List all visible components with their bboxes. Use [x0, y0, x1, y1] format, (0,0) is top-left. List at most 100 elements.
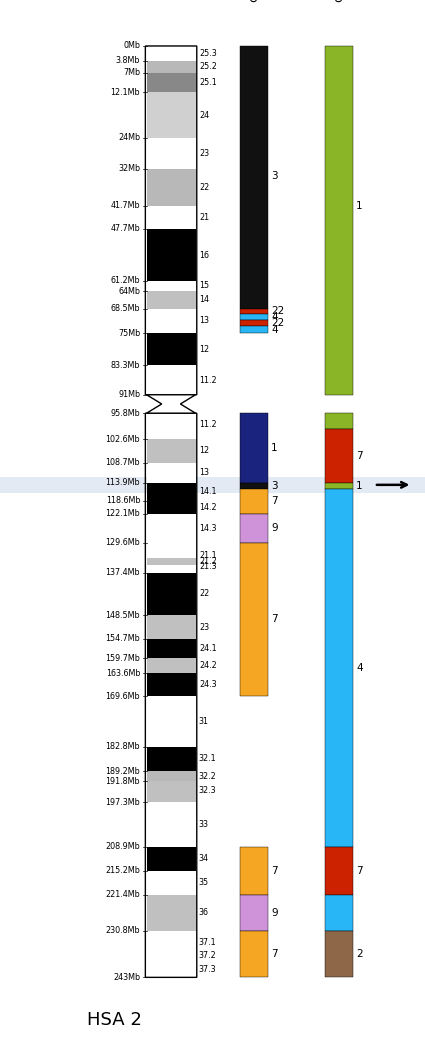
Text: 37.1: 37.1 — [199, 938, 216, 946]
Text: 24.3: 24.3 — [199, 680, 216, 689]
Text: 12: 12 — [199, 447, 209, 455]
Text: 7: 7 — [271, 614, 278, 624]
Text: 24.2: 24.2 — [199, 661, 217, 670]
Text: 7Mb: 7Mb — [123, 69, 140, 77]
Text: 16: 16 — [199, 251, 209, 260]
Text: 36: 36 — [199, 909, 209, 917]
Text: 25.1: 25.1 — [199, 78, 217, 87]
Text: 4: 4 — [271, 312, 278, 323]
Text: 25.2: 25.2 — [199, 62, 217, 72]
Bar — [147, 871, 196, 895]
Text: 148.5Mb: 148.5Mb — [106, 610, 140, 620]
Text: 22: 22 — [271, 307, 284, 316]
Text: chicken: chicken — [247, 0, 261, 2]
Bar — [240, 846, 268, 895]
Text: 22: 22 — [199, 182, 209, 192]
Text: 191.8Mb: 191.8Mb — [106, 777, 140, 785]
Text: 32.2: 32.2 — [199, 772, 217, 781]
Text: 31: 31 — [199, 717, 209, 726]
Text: 13: 13 — [199, 468, 209, 477]
Text: 189.2Mb: 189.2Mb — [105, 766, 140, 776]
Bar — [325, 483, 353, 489]
Bar — [147, 658, 196, 674]
Bar — [0, 477, 425, 492]
Bar — [240, 931, 268, 977]
Text: 118.6Mb: 118.6Mb — [106, 496, 140, 505]
Bar — [147, 280, 196, 291]
Text: 154.7Mb: 154.7Mb — [105, 635, 140, 643]
Text: 61.2Mb: 61.2Mb — [110, 276, 140, 285]
Bar — [147, 514, 196, 543]
Text: 137.4Mb: 137.4Mb — [106, 568, 140, 578]
Text: 41.7Mb: 41.7Mb — [110, 201, 140, 211]
Bar — [147, 463, 196, 483]
Bar — [147, 229, 196, 280]
Text: 23: 23 — [199, 149, 209, 158]
Text: 215.2Mb: 215.2Mb — [105, 866, 140, 875]
Text: 159.7Mb: 159.7Mb — [105, 653, 140, 663]
Bar — [240, 320, 268, 326]
Text: 25.3: 25.3 — [199, 48, 217, 58]
Text: 24.1: 24.1 — [199, 644, 216, 653]
Text: 122.1Mb: 122.1Mb — [105, 509, 140, 519]
Bar — [325, 413, 353, 429]
Text: 23: 23 — [199, 623, 209, 631]
Bar — [147, 572, 196, 616]
Text: 22: 22 — [199, 589, 209, 599]
Bar — [240, 514, 268, 543]
Bar — [147, 696, 196, 746]
Text: 47.7Mb: 47.7Mb — [110, 225, 140, 233]
Text: 0Mb: 0Mb — [123, 41, 140, 51]
Bar — [240, 326, 268, 333]
Text: 83.3Mb: 83.3Mb — [111, 360, 140, 370]
Bar — [147, 543, 196, 558]
Text: 7: 7 — [356, 451, 363, 461]
Bar — [147, 846, 196, 871]
Text: 37.3: 37.3 — [199, 965, 216, 974]
Text: 21.3: 21.3 — [199, 562, 216, 571]
Bar — [147, 931, 196, 977]
Text: HSA 2: HSA 2 — [87, 1011, 142, 1029]
Text: 7: 7 — [271, 496, 278, 506]
Bar — [240, 314, 268, 320]
Bar — [147, 60, 196, 73]
Text: 3: 3 — [271, 481, 278, 490]
Bar — [147, 772, 196, 781]
Text: 113.9Mb: 113.9Mb — [106, 479, 140, 487]
Polygon shape — [147, 395, 196, 413]
Text: 68.5Mb: 68.5Mb — [110, 304, 140, 313]
Text: 11.2: 11.2 — [199, 419, 216, 429]
Text: 75Mb: 75Mb — [118, 329, 140, 338]
Text: 7: 7 — [271, 865, 278, 876]
Bar — [240, 309, 268, 314]
Bar — [325, 931, 353, 977]
Text: 129.6Mb: 129.6Mb — [105, 539, 140, 547]
Bar — [325, 429, 353, 483]
Text: 24Mb: 24Mb — [118, 134, 140, 142]
Text: 4: 4 — [356, 663, 363, 672]
Text: 3.8Mb: 3.8Mb — [116, 56, 140, 65]
Bar — [147, 440, 196, 463]
Text: 11.2: 11.2 — [199, 375, 216, 385]
Bar — [147, 781, 196, 802]
Text: 4: 4 — [271, 325, 278, 334]
Text: 95.8Mb: 95.8Mb — [110, 409, 140, 417]
Text: 14.2: 14.2 — [199, 503, 216, 512]
Text: 1: 1 — [271, 443, 278, 453]
Text: 2: 2 — [356, 949, 363, 959]
Bar — [147, 93, 196, 138]
Bar — [325, 489, 353, 846]
Text: 9: 9 — [271, 524, 278, 533]
Bar — [147, 333, 196, 366]
Text: 64Mb: 64Mb — [118, 287, 140, 296]
Text: opossum: opossum — [332, 0, 346, 2]
Text: 21: 21 — [199, 213, 209, 221]
Bar — [147, 501, 196, 514]
Text: 102.6Mb: 102.6Mb — [106, 434, 140, 444]
Text: 24: 24 — [199, 111, 209, 120]
Text: 14.3: 14.3 — [199, 524, 216, 533]
Bar — [240, 543, 268, 696]
Text: 230.8Mb: 230.8Mb — [106, 926, 140, 935]
Text: 3: 3 — [271, 172, 278, 181]
Bar — [147, 616, 196, 639]
